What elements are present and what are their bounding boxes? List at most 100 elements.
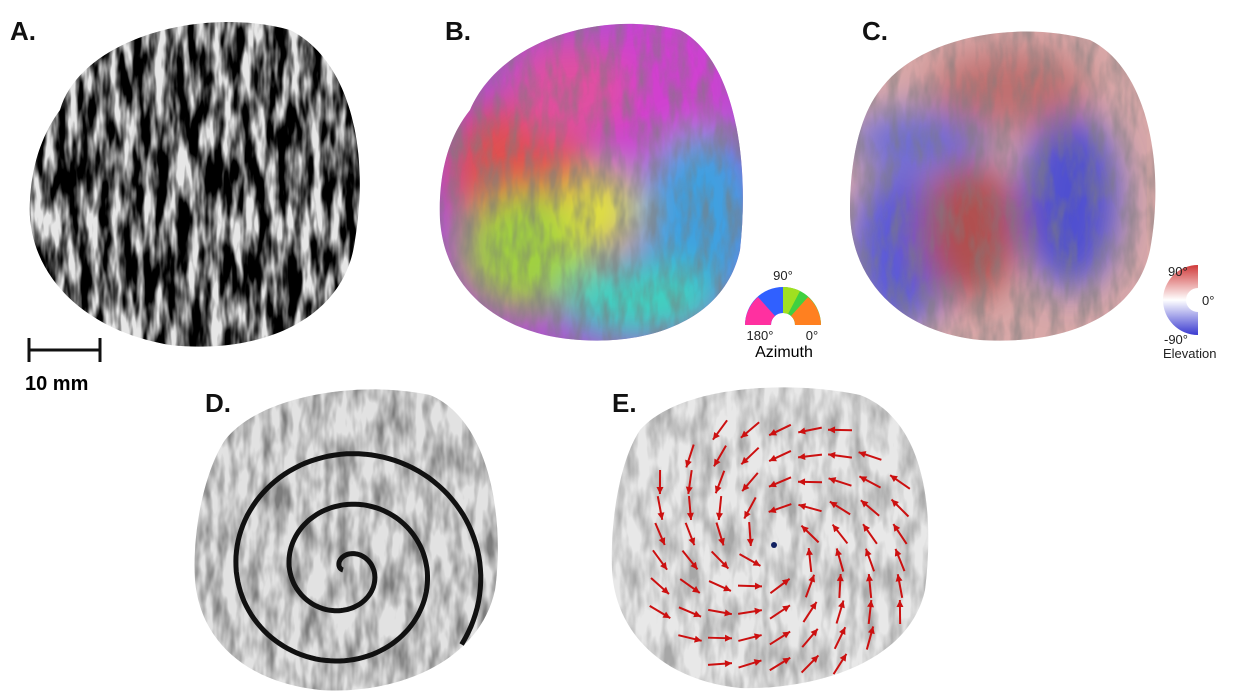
arrow-head bbox=[744, 510, 751, 519]
arrow-head bbox=[752, 559, 761, 566]
arrow-head bbox=[656, 486, 664, 494]
arrow-head bbox=[832, 524, 840, 533]
arrow-head bbox=[829, 501, 838, 509]
arrow-head bbox=[692, 586, 700, 593]
arrow-head bbox=[894, 548, 902, 557]
arrow-head bbox=[754, 607, 762, 615]
arrow-head bbox=[828, 477, 837, 484]
arrow-head bbox=[836, 574, 844, 582]
arrow-head bbox=[713, 458, 721, 467]
arrow-head bbox=[714, 485, 722, 494]
arrow-head bbox=[724, 660, 732, 668]
arrow-head bbox=[685, 486, 693, 494]
legend-label: 90° bbox=[1168, 264, 1188, 279]
arrow-head bbox=[688, 537, 696, 546]
panel-label: A. bbox=[10, 16, 36, 46]
arrow-head bbox=[720, 561, 729, 569]
panel-b-image bbox=[439, 23, 743, 341]
arrow-head bbox=[724, 609, 732, 617]
arrow-head bbox=[740, 430, 749, 438]
arrow-head bbox=[661, 586, 669, 594]
arrow-head bbox=[769, 429, 778, 436]
arrow-head bbox=[866, 574, 874, 582]
arrow-head bbox=[828, 451, 836, 459]
panel-label: E. bbox=[612, 388, 637, 418]
legend-title: Azimuth bbox=[755, 344, 813, 361]
legend-label: 0° bbox=[806, 328, 818, 343]
panel-a-image bbox=[29, 21, 360, 347]
arrow-head bbox=[741, 456, 749, 465]
arrow-head bbox=[801, 525, 809, 534]
arrow-head bbox=[798, 427, 806, 435]
arrow-head bbox=[808, 574, 816, 583]
arrow-head bbox=[891, 499, 899, 507]
arrow-head bbox=[690, 561, 698, 570]
arrow-head bbox=[865, 548, 872, 557]
arrow-head bbox=[746, 538, 754, 546]
spiral-overlay bbox=[233, 451, 484, 664]
arrow-head bbox=[662, 611, 671, 619]
arrow-head bbox=[694, 635, 702, 643]
arrow-head bbox=[768, 480, 777, 488]
arrow-head bbox=[742, 483, 750, 492]
arrow-head bbox=[686, 512, 694, 520]
center-point bbox=[771, 542, 777, 548]
legend-title: Elevation bbox=[1163, 346, 1216, 361]
elevation-legend bbox=[1163, 265, 1198, 335]
arrow-head bbox=[860, 500, 869, 508]
panel-label: B. bbox=[445, 16, 471, 46]
arrow-head bbox=[838, 600, 845, 609]
arrow-head bbox=[867, 600, 875, 608]
arrow-head bbox=[753, 633, 762, 641]
arrow-head bbox=[660, 561, 668, 570]
arrow-head bbox=[693, 610, 702, 618]
arrow-head bbox=[768, 506, 777, 513]
arrow-head bbox=[828, 426, 836, 434]
legend-label: 90° bbox=[773, 268, 793, 283]
arrow-head bbox=[754, 582, 762, 590]
arrow-head bbox=[716, 512, 723, 520]
scale-bar-label: 10 mm bbox=[25, 373, 88, 395]
arrow-head bbox=[890, 475, 898, 483]
arrow-head bbox=[685, 459, 692, 468]
arrow-head bbox=[863, 524, 870, 532]
arrow-head bbox=[798, 478, 806, 486]
arrow-head bbox=[867, 626, 875, 635]
panel-c-image bbox=[850, 31, 1156, 341]
arrow-head bbox=[893, 524, 901, 532]
azimuth-legend bbox=[745, 287, 821, 325]
arrow-head bbox=[723, 584, 731, 592]
arrow-head bbox=[839, 627, 846, 636]
arrow-head bbox=[658, 537, 666, 546]
scale-bar bbox=[27, 338, 102, 362]
arrow-head bbox=[753, 659, 762, 666]
panel-label: C. bbox=[862, 16, 888, 46]
arrow-head bbox=[809, 601, 817, 610]
arrow-head bbox=[839, 653, 847, 662]
arrow-head bbox=[781, 578, 790, 586]
arrow-head bbox=[782, 631, 791, 639]
arrow-head bbox=[811, 655, 819, 663]
arrow-head bbox=[895, 574, 903, 582]
panel-e-image bbox=[611, 387, 929, 689]
arrow-head bbox=[724, 634, 732, 642]
panel-label: D. bbox=[205, 388, 231, 418]
arrow-head bbox=[782, 605, 790, 613]
arrow-head bbox=[896, 600, 904, 608]
arrow-head bbox=[712, 431, 720, 440]
legend-label: -90° bbox=[1164, 332, 1188, 347]
arrow-head bbox=[782, 657, 791, 665]
arrow-head bbox=[810, 628, 818, 637]
arrow-head bbox=[805, 548, 813, 556]
arrow-head bbox=[798, 503, 807, 511]
legend-label: 180° bbox=[747, 328, 774, 343]
arrow-head bbox=[835, 548, 843, 557]
arrow-head bbox=[798, 453, 806, 461]
arrow-head bbox=[859, 476, 868, 483]
arrow-head bbox=[858, 451, 867, 458]
legend-label: 0° bbox=[1202, 293, 1214, 308]
vector-field bbox=[649, 419, 911, 675]
arrow-head bbox=[769, 454, 777, 462]
arrow-head bbox=[657, 512, 665, 520]
